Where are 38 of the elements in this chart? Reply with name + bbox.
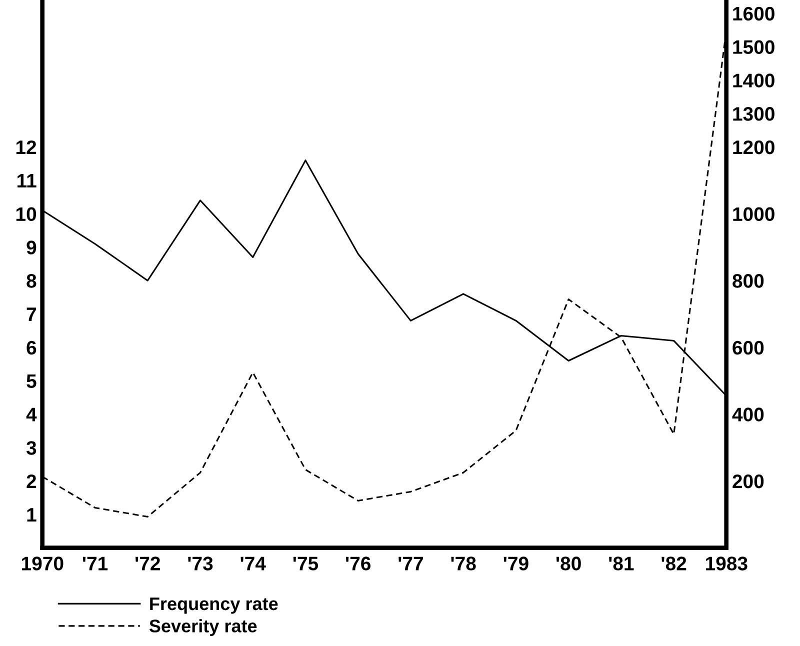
y-tick-label: 6 [26, 340, 36, 355]
y2-tick-label: 1000 [733, 207, 774, 222]
x-tick-label: '80 [556, 556, 581, 570]
x-tick-label: '72 [136, 556, 160, 570]
x-tick-label: '74 [240, 556, 266, 570]
y2-tick-label: 1300 [733, 107, 774, 121]
y-tick-label: 3 [26, 441, 36, 455]
y-tick-label: 2 [26, 474, 36, 488]
y2-tick-label: 1600 [733, 6, 774, 21]
x-tick-label: '81 [609, 556, 634, 570]
y-tick-label: 1 [27, 508, 36, 522]
x-tick-label: '76 [346, 556, 371, 570]
y2-tick-label: 1500 [733, 40, 774, 54]
y2-tick-label: 600 [732, 340, 764, 355]
y-tick-label: 8 [26, 274, 36, 288]
x-tick-label: '82 [662, 556, 686, 570]
y-tick-label: 10 [16, 207, 36, 222]
y2-tick-label: 400 [732, 408, 764, 422]
y2-tick-label: 200 [732, 474, 764, 488]
y2-tick-label: 1200 [733, 140, 774, 154]
y-tick-label: 5 [26, 374, 36, 388]
y-tick-label: 12 [16, 140, 36, 154]
legend-label: Frequency rate [150, 598, 278, 614]
x-tick-label: 1983 [706, 556, 748, 570]
y-tick-label: 7 [26, 308, 36, 322]
x-tick-label: '71 [82, 556, 108, 570]
x-tick-label: '77 [398, 556, 423, 570]
x-tick-label: '73 [188, 556, 213, 570]
y2-tick-label: 800 [732, 274, 764, 288]
y2-tick-label: 1400 [733, 74, 774, 88]
x-tick-label: 1970 [22, 556, 64, 570]
x-tick-label: '79 [504, 556, 528, 570]
legend-label: Severity rate [149, 619, 257, 636]
y-tick-label: 11 [18, 174, 36, 188]
y-tick-label: 9 [26, 240, 36, 254]
y-tick-label: 4 [26, 408, 37, 422]
x-tick-label: '78 [451, 556, 476, 570]
x-tick-label: '75 [293, 556, 318, 570]
